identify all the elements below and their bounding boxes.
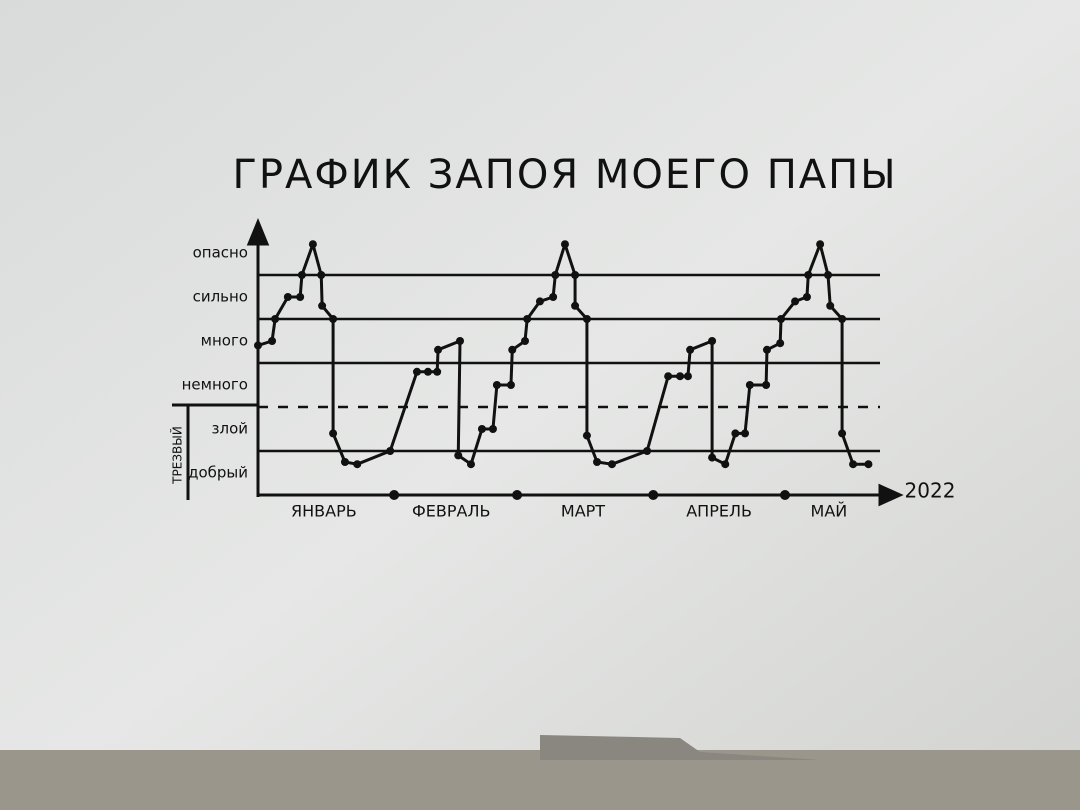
point xyxy=(745,381,754,389)
point xyxy=(521,337,530,345)
point xyxy=(551,271,560,279)
point xyxy=(607,460,616,469)
point xyxy=(477,425,486,433)
x-tick-label: ЯНВАРЬ xyxy=(291,502,357,521)
point xyxy=(329,429,338,438)
point xyxy=(466,460,475,469)
point xyxy=(340,458,349,466)
point xyxy=(535,297,544,306)
point xyxy=(762,345,771,354)
point xyxy=(676,372,685,381)
point xyxy=(838,315,847,323)
point xyxy=(456,337,465,345)
point xyxy=(297,271,306,279)
y-tick-label: злой xyxy=(212,420,249,438)
point xyxy=(268,337,277,345)
point xyxy=(708,337,717,345)
month-dot xyxy=(389,490,400,500)
y-tick-label: добрый xyxy=(188,464,248,482)
point xyxy=(488,425,497,433)
point xyxy=(353,460,362,469)
point xyxy=(254,341,262,350)
point xyxy=(582,315,591,323)
point xyxy=(492,381,501,389)
point xyxy=(454,451,463,460)
point xyxy=(838,429,847,438)
point xyxy=(571,301,580,310)
point xyxy=(776,339,785,348)
point xyxy=(777,315,786,323)
crack xyxy=(540,735,820,760)
point xyxy=(582,431,591,440)
point xyxy=(317,271,326,279)
point xyxy=(296,293,305,301)
point xyxy=(686,345,695,354)
point xyxy=(523,315,532,323)
point xyxy=(762,381,771,389)
point xyxy=(412,367,421,376)
point xyxy=(824,271,833,279)
point xyxy=(731,429,740,438)
annotation: ТРЕЗВЫЙ xyxy=(170,426,185,485)
x-axis-label: 2022 xyxy=(905,479,956,503)
point xyxy=(643,447,652,455)
point xyxy=(804,271,813,279)
y-tick-label: много xyxy=(201,332,248,350)
point xyxy=(864,460,873,469)
point xyxy=(593,458,602,466)
point xyxy=(508,345,517,354)
point xyxy=(571,271,580,279)
point xyxy=(549,293,558,301)
y-tick-label: опасно xyxy=(193,244,248,262)
chart-title: ГРАФИК ЗАПОЯ МОЕГО ПАПЫ xyxy=(232,152,897,198)
y-tick-label: сильно xyxy=(193,288,248,306)
point xyxy=(318,301,327,310)
point xyxy=(386,447,395,455)
point xyxy=(802,293,811,301)
point xyxy=(423,367,432,376)
y-tick-label: немного xyxy=(182,376,248,394)
point xyxy=(721,460,730,469)
x-tick-label: ФЕВРАЛЬ xyxy=(412,502,490,521)
month-dot xyxy=(512,490,523,500)
point xyxy=(283,293,292,301)
x-tick-label: МАЙ xyxy=(811,502,848,521)
point xyxy=(560,240,569,249)
x-tick-label: АПРЕЛЬ xyxy=(686,502,752,521)
point xyxy=(683,372,692,381)
month-dot xyxy=(648,490,659,500)
y-arrow xyxy=(246,218,270,246)
point xyxy=(434,345,443,354)
point xyxy=(433,367,442,376)
point xyxy=(329,315,338,323)
point xyxy=(308,240,317,249)
point xyxy=(708,453,717,462)
point xyxy=(506,381,515,389)
point xyxy=(741,429,750,438)
point xyxy=(816,240,825,249)
point xyxy=(849,460,858,469)
point xyxy=(826,301,835,310)
point xyxy=(791,297,800,306)
point xyxy=(664,372,673,381)
month-dot xyxy=(779,490,790,500)
point xyxy=(271,315,280,323)
x-tick-label: МАРТ xyxy=(561,502,605,521)
x-arrow xyxy=(878,483,904,507)
